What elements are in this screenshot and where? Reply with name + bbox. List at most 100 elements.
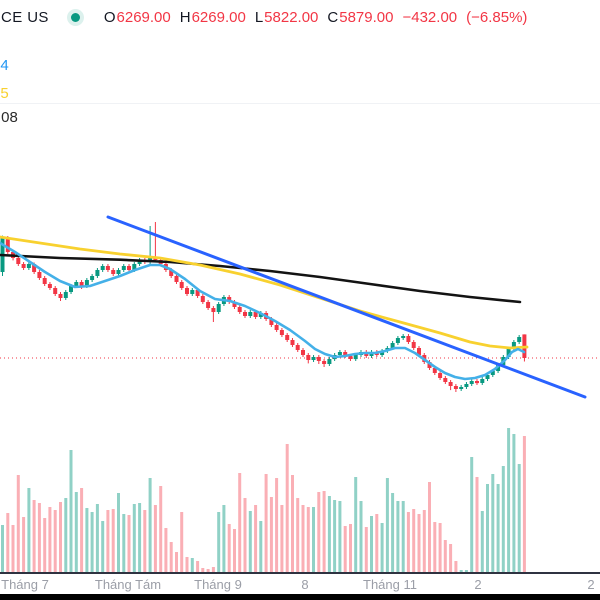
candle-body [21,264,26,268]
candle-body [301,350,305,355]
volume-bar [517,464,521,573]
volume-bar [211,567,215,573]
candle-body [295,345,300,350]
volume-bar [32,500,36,573]
volume-bar [296,498,300,573]
candle-body [517,337,522,342]
time-axis-label: Tháng 11 [363,577,417,592]
candle-body [448,382,453,386]
volume-bar [375,514,379,573]
volume-bar [433,522,437,573]
candle-body [432,368,437,373]
candle-body [32,264,37,272]
volume-bar [106,510,110,573]
candle-body [74,282,79,286]
candle-body [311,357,316,360]
symbol-name[interactable]: CE US [1,8,49,26]
pane-separator [0,103,600,104]
candle-body [248,312,253,316]
volume-bars [1,428,526,573]
candle-body [105,266,110,270]
candle-body [306,355,311,360]
volume-bar [280,505,284,573]
volume-bar [6,513,10,573]
candle-body [327,359,332,364]
low-value: 5822.00 [264,8,319,26]
volume-bar [59,502,62,573]
volume-bar [227,524,231,573]
candle-body [116,270,121,274]
high-label: H [179,8,191,26]
volume-bar [80,488,84,573]
candle-body [290,340,295,345]
ma-slow-line [0,235,529,350]
candle-body [395,338,400,343]
candle-body [69,286,73,292]
volume-bar [385,478,389,573]
candle-body [390,343,395,348]
volume-bar [122,514,126,573]
volume-bar [206,569,210,573]
candle-body [16,258,21,264]
volume-bar [269,497,273,573]
candle-body [380,351,385,355]
volume-bar [48,507,52,573]
change-value: −432.00 [402,8,458,26]
change-percent: (−6.85%) [466,8,528,26]
volume-bar [406,512,410,573]
trend-line[interactable] [106,215,587,399]
volume-bar [464,570,468,573]
candle-body [90,276,95,280]
candle-body [401,336,406,338]
volume-bar [327,496,331,573]
volume-bar [364,527,368,573]
candle-body [47,284,52,288]
volume-bar [37,503,41,573]
open-value: 6269.00 [116,8,171,26]
volume-bar [338,501,342,573]
time-axis-label: Tháng 9 [194,577,242,592]
volume-bar [501,466,505,573]
candle-body [343,352,348,356]
volume-bar [522,436,526,573]
ohlc-readout: O 6269.00 H 6269.00 L 5822.00 C 5879.00 … [104,9,537,26]
candle-body [511,342,516,349]
candle-body [111,270,116,274]
candle-body [258,313,263,317]
volume-bar [101,521,105,573]
candle-body [506,349,511,357]
volume-bar [349,524,352,573]
candle-body [137,260,142,264]
candle-body [206,302,211,308]
ma-long-line [0,253,522,304]
volume-bar [164,528,168,573]
candle-body [211,308,216,312]
candle-body [406,336,411,342]
time-axis[interactable]: Tháng 7 Tháng Tám Tháng 9 8 Tháng 11 2 2 [0,576,600,593]
market-status-dot-icon [70,12,80,22]
volume-bar [43,518,47,573]
volume-bar [169,542,173,573]
candle-body [496,365,501,371]
candle-body [438,373,443,378]
volume-bar [333,500,337,573]
volume-bar [190,558,194,573]
candle-body [53,288,58,294]
volume-bar [454,561,458,573]
candle-body [100,266,105,270]
candle-body [353,355,358,360]
candle-body [269,319,274,325]
volume-bar [22,517,26,573]
volume-bar [148,478,152,573]
candle-body [243,312,247,316]
close-value: 5879.00 [339,8,394,26]
volume-bar [291,475,294,573]
candle-body [453,386,458,389]
volume-bar [85,508,89,573]
volume-bar [74,492,78,573]
candle-body [42,278,47,284]
candle-body [285,335,290,340]
volume-bar [412,509,416,573]
candle-body [185,288,189,294]
